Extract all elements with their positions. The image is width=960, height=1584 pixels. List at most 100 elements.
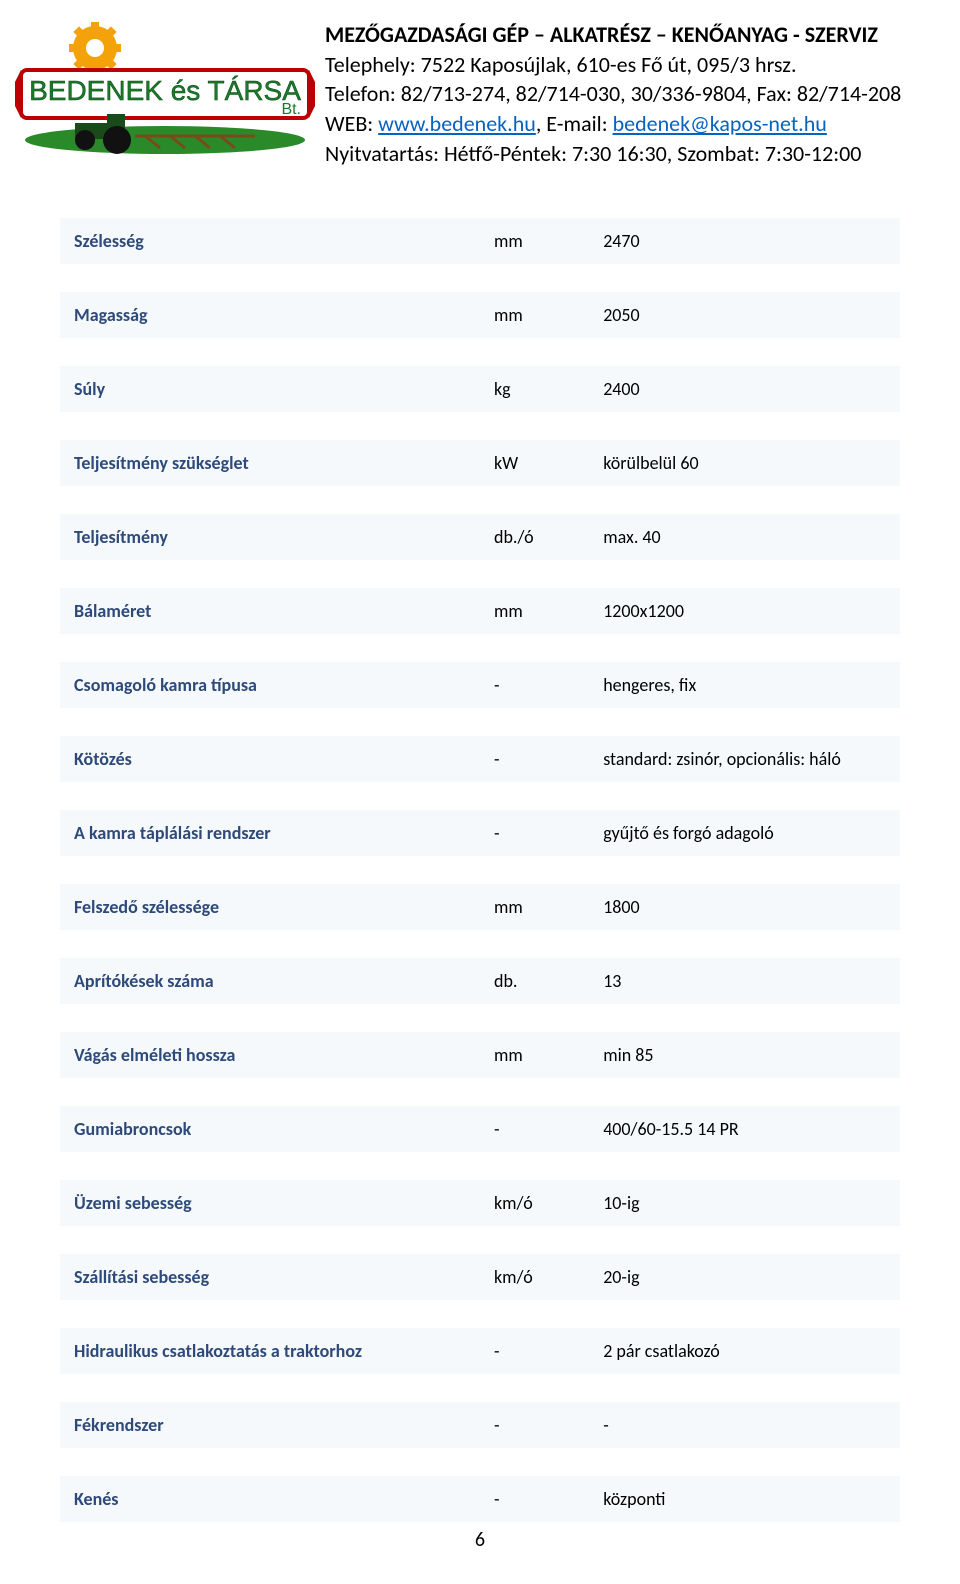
spec-value: 400/60-15.5 14 PR (589, 1106, 900, 1152)
spec-unit: mm (480, 292, 589, 338)
email-link[interactable]: bedenek@kapos-net.hu (613, 110, 827, 137)
spec-value: 2050 (589, 292, 900, 338)
header-web-prefix: WEB: (325, 110, 378, 137)
spec-label: Kenés (60, 1476, 480, 1522)
spec-unit: - (480, 1402, 589, 1448)
page-number: 6 (0, 1528, 960, 1552)
spec-unit: db./ó (480, 514, 589, 560)
spec-unit: - (480, 810, 589, 856)
header-address: Telephely: 7522 Kaposújlak, 610-es Fő út… (325, 50, 930, 80)
header-phone: Telefon: 82/713-274, 82/714-030, 30/336-… (325, 79, 930, 109)
spec-value: 13 (589, 958, 900, 1004)
table-row: Kenés-központi (60, 1476, 900, 1522)
table-row: Felszedő szélességemm1800 (60, 884, 900, 930)
row-spacer (60, 1078, 900, 1106)
website-link[interactable]: www.bedenek.hu (378, 110, 536, 137)
table-row: Magasságmm2050 (60, 292, 900, 338)
page-header: BEDENEK és TÁRSA Bt. MEZŐGAZDASÁGI GÉP –… (0, 0, 960, 178)
spec-label: Felszedő szélessége (60, 884, 480, 930)
row-spacer (60, 338, 900, 366)
svg-text:BEDENEK és TÁRSA: BEDENEK és TÁRSA (29, 75, 301, 106)
table-row: Teljesítmény szükségletkWkörülbelül 60 (60, 440, 900, 486)
table-row: Vágás elméleti hosszammmin 85 (60, 1032, 900, 1078)
spec-unit: kW (480, 440, 589, 486)
row-spacer (60, 856, 900, 884)
row-spacer (60, 1152, 900, 1180)
spec-label: Gumiabroncsok (60, 1106, 480, 1152)
spec-unit: - (480, 1106, 589, 1152)
table-row: Gumiabroncsok-400/60-15.5 14 PR (60, 1106, 900, 1152)
spec-value: 1200x1200 (589, 588, 900, 634)
spec-value: 2470 (589, 218, 900, 264)
spec-label: Magasság (60, 292, 480, 338)
spec-label: Kötözés (60, 736, 480, 782)
row-spacer (60, 1448, 900, 1476)
spec-value: gyűjtő és forgó adagoló (589, 810, 900, 856)
company-title: MEZŐGAZDASÁGI GÉP – ALKATRÉSZ – KENŐANYA… (325, 20, 930, 50)
row-spacer (60, 412, 900, 440)
spec-label: Szélesség (60, 218, 480, 264)
spec-label: Szállítási sebesség (60, 1254, 480, 1300)
spec-value: max. 40 (589, 514, 900, 560)
table-row: Bálaméretmm1200x1200 (60, 588, 900, 634)
row-spacer (60, 486, 900, 514)
spec-value: min 85 (589, 1032, 900, 1078)
spec-label: Bálaméret (60, 588, 480, 634)
spec-unit: mm (480, 1032, 589, 1078)
spec-unit: - (480, 1476, 589, 1522)
table-row: Súlykg2400 (60, 366, 900, 412)
spec-label: Teljesítmény szükséglet (60, 440, 480, 486)
table-row: Csomagoló kamra típusa-hengeres, fix (60, 662, 900, 708)
spec-unit: db. (480, 958, 589, 1004)
table-row: Fékrendszer-- (60, 1402, 900, 1448)
table-row: A kamra táplálási rendszer-gyűjtő és for… (60, 810, 900, 856)
spec-label: A kamra táplálási rendszer (60, 810, 480, 856)
header-web-line: WEB: www.bedenek.hu, E-mail: bedenek@kap… (325, 109, 930, 139)
table-row: Hidraulikus csatlakoztatás a traktorhoz-… (60, 1328, 900, 1374)
spec-unit: - (480, 662, 589, 708)
table-row: Kötözés-standard: zsinór, opcionális: há… (60, 736, 900, 782)
spec-unit: mm (480, 588, 589, 634)
specs-table: Szélességmm2470Magasságmm2050Súlykg2400T… (60, 218, 900, 1522)
spec-unit: kg (480, 366, 589, 412)
spec-unit: - (480, 1328, 589, 1374)
spec-label: Fékrendszer (60, 1402, 480, 1448)
spec-value: 20-ig (589, 1254, 900, 1300)
row-spacer (60, 1300, 900, 1328)
spec-label: Aprítókések száma (60, 958, 480, 1004)
row-spacer (60, 1226, 900, 1254)
spec-label: Hidraulikus csatlakoztatás a traktorhoz (60, 1328, 480, 1374)
row-spacer (60, 708, 900, 736)
spec-unit: mm (480, 218, 589, 264)
spec-unit: km/ó (480, 1254, 589, 1300)
table-row: Szélességmm2470 (60, 218, 900, 264)
specs-table-wrap: Szélességmm2470Magasságmm2050Súlykg2400T… (0, 178, 960, 1522)
row-spacer (60, 634, 900, 662)
spec-unit: km/ó (480, 1180, 589, 1226)
header-text-block: MEZŐGAZDASÁGI GÉP – ALKATRÉSZ – KENŐANYA… (325, 20, 930, 168)
spec-unit: mm (480, 884, 589, 930)
row-spacer (60, 1374, 900, 1402)
spec-value: hengeres, fix (589, 662, 900, 708)
spec-value: 2400 (589, 366, 900, 412)
table-row: Üzemi sebességkm/ó10-ig (60, 1180, 900, 1226)
row-spacer (60, 782, 900, 810)
table-row: Aprítókések számadb.13 (60, 958, 900, 1004)
row-spacer (60, 264, 900, 292)
svg-text:Bt.: Bt. (281, 101, 301, 118)
table-row: Szállítási sebességkm/ó20-ig (60, 1254, 900, 1300)
spec-label: Súly (60, 366, 480, 412)
spec-value: standard: zsinór, opcionális: háló (589, 736, 900, 782)
spec-label: Teljesítmény (60, 514, 480, 560)
spec-value: 2 pár csatlakozó (589, 1328, 900, 1374)
spec-value: 10-ig (589, 1180, 900, 1226)
header-hours: Nyitvatartás: Hétfő-Péntek: 7:30 16:30, … (325, 139, 930, 169)
spec-unit: - (480, 736, 589, 782)
spec-value: - (589, 1402, 900, 1448)
spec-label: Csomagoló kamra típusa (60, 662, 480, 708)
spec-value: központi (589, 1476, 900, 1522)
row-spacer (60, 560, 900, 588)
spec-value: körülbelül 60 (589, 440, 900, 486)
spec-value: 1800 (589, 884, 900, 930)
header-web-mid: , E-mail: (536, 110, 613, 137)
